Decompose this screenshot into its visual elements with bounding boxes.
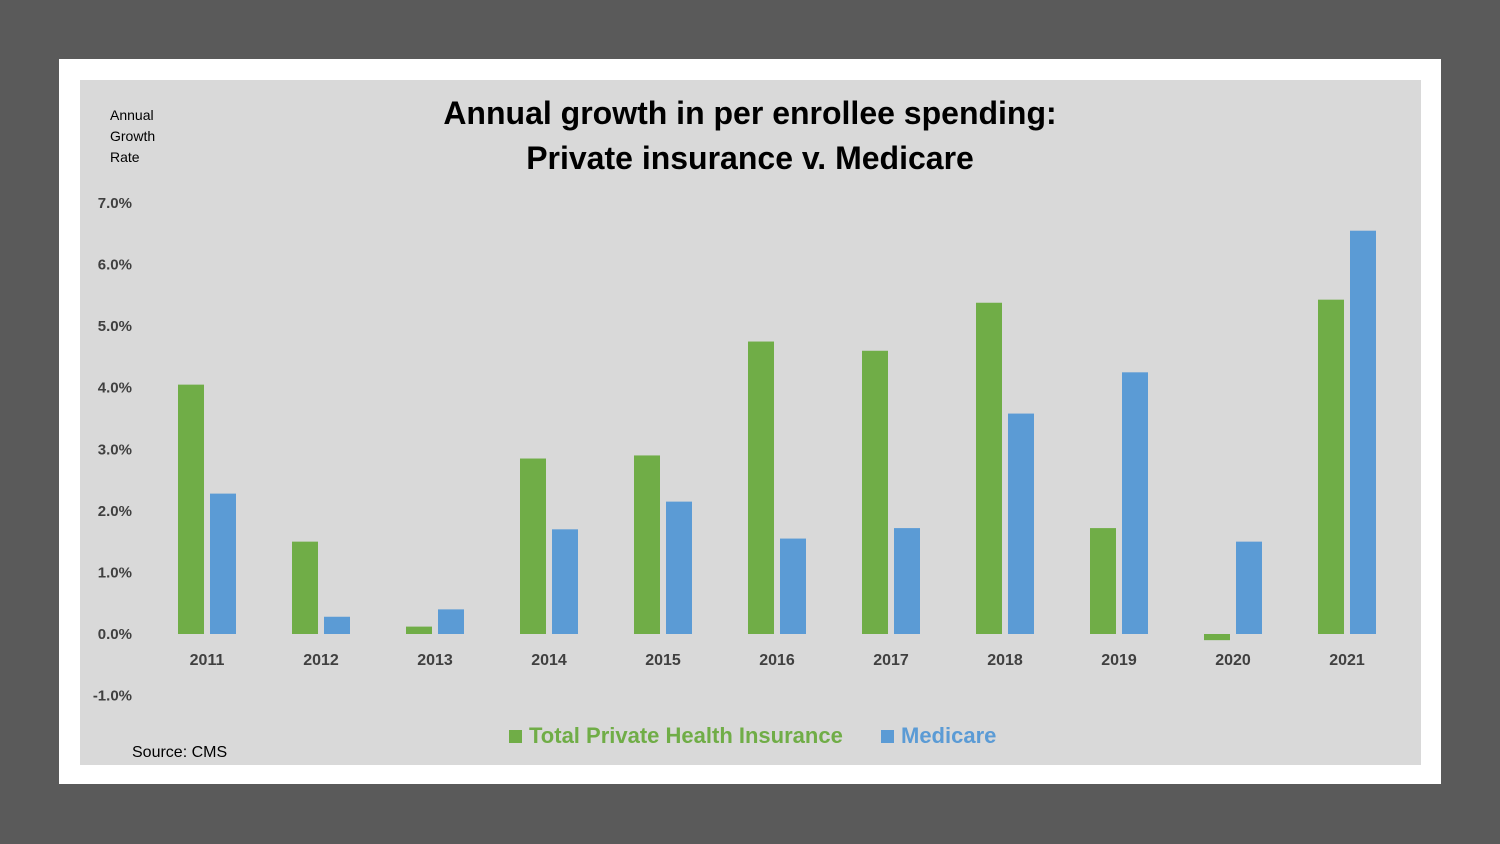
y-tick-label: 6.0% xyxy=(98,257,132,274)
x-tick-label: 2011 xyxy=(190,652,225,669)
x-tick-label: 2020 xyxy=(1215,652,1251,669)
bar-private-2019 xyxy=(1090,528,1116,634)
bar-medicare-2018 xyxy=(1008,413,1034,634)
y-axis-ticks: 7.0% 6.0% 5.0% 4.0% 3.0% 2.0% 1.0% 0.0% -1.0% xyxy=(93,195,132,705)
y-tick-label: 1.0% xyxy=(98,564,132,581)
legend-swatch-medicare xyxy=(881,729,894,743)
legend-label-private: Total Private Health Insurance xyxy=(529,723,843,748)
bar-private-2017 xyxy=(862,350,888,634)
x-tick-label: 2013 xyxy=(417,652,453,669)
bar-medicare-2011 xyxy=(210,493,236,634)
bar-medicare-2015 xyxy=(666,501,692,634)
bar-medicare-2016 xyxy=(780,538,806,634)
y-tick-label: 7.0% xyxy=(98,195,132,212)
y-tick-label: 0.0% xyxy=(98,626,132,643)
bar-private-2014 xyxy=(520,458,546,634)
bar-private-2021 xyxy=(1318,299,1344,634)
bar-private-2016 xyxy=(748,341,774,634)
x-tick-label: 2018 xyxy=(987,652,1023,669)
x-tick-label: 2012 xyxy=(303,652,339,669)
y-tick-label: -1.0% xyxy=(93,688,132,705)
bars xyxy=(178,230,1376,641)
y-axis-label-line-1: Annual xyxy=(110,107,154,123)
x-tick-label: 2016 xyxy=(759,652,795,669)
bar-medicare-2012 xyxy=(324,616,350,634)
bar-medicare-2020 xyxy=(1236,541,1262,634)
bar-private-2011 xyxy=(178,384,204,634)
x-tick-label: 2021 xyxy=(1329,652,1365,669)
legend-label-medicare: Medicare xyxy=(901,723,997,748)
legend-item-private: Total Private Health Insurance xyxy=(509,722,843,750)
bar-private-2013 xyxy=(406,626,432,634)
y-axis-label-line-2: Growth xyxy=(110,128,156,144)
chart-title-line-2: Private insurance v. Medicare xyxy=(526,140,974,176)
y-tick-label: 5.0% xyxy=(98,318,132,335)
y-tick-label: 2.0% xyxy=(98,503,132,520)
x-tick-label: 2019 xyxy=(1101,652,1137,669)
x-tick-label: 2015 xyxy=(645,652,681,669)
x-tick-label: 2017 xyxy=(873,652,909,669)
bar-private-2020 xyxy=(1204,634,1230,641)
legend-swatch-private xyxy=(509,729,522,743)
y-tick-label: 3.0% xyxy=(98,441,132,458)
chart-title-line-1: Annual growth in per enrollee spending: xyxy=(443,95,1057,131)
bar-medicare-2019 xyxy=(1122,372,1148,634)
bar-private-2018 xyxy=(976,302,1002,634)
bar-private-2015 xyxy=(634,455,660,634)
bar-private-2012 xyxy=(292,541,318,634)
bar-medicare-2013 xyxy=(438,609,464,634)
source-note: Source: CMS xyxy=(132,744,228,761)
y-axis-label-line-3: Rate xyxy=(110,149,140,165)
bar-medicare-2017 xyxy=(894,528,920,634)
x-tick-label: 2014 xyxy=(531,652,567,669)
bar-medicare-2021 xyxy=(1350,230,1376,634)
bar-medicare-2014 xyxy=(552,529,578,634)
y-tick-label: 4.0% xyxy=(98,380,132,397)
x-axis-ticks: 2011 2012 2013 2014 2015 2016 2017 2018 2019 2020… xyxy=(190,652,1365,669)
legend-item-medicare: Medicare xyxy=(881,722,996,750)
